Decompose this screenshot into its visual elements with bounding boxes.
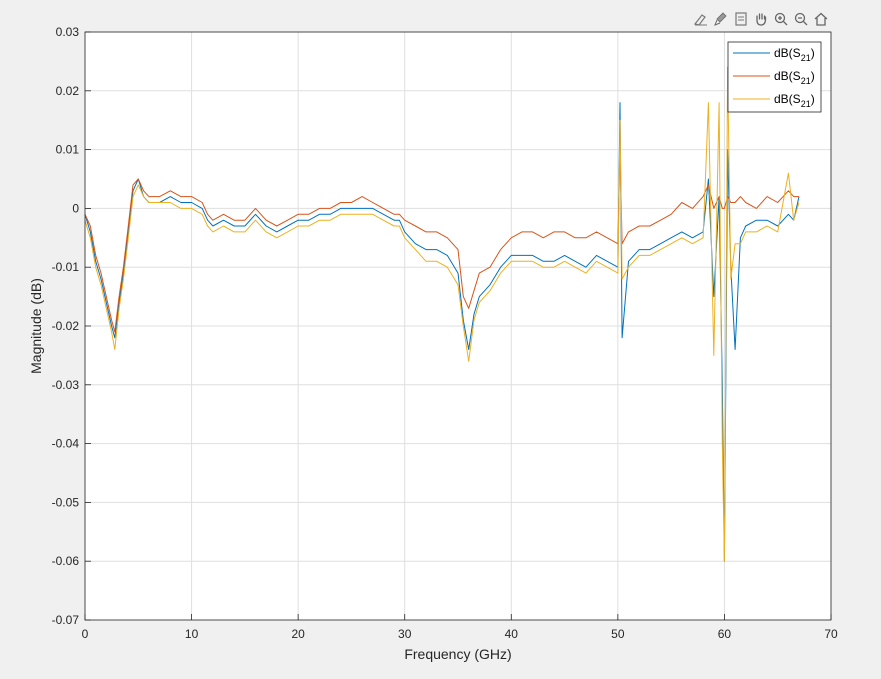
x-tick-label: 30 xyxy=(398,627,412,641)
y-tick-label: -0.06 xyxy=(52,554,80,568)
y-tick-label: 0.01 xyxy=(56,143,80,157)
legend-label-3: dB(S21) xyxy=(774,92,815,109)
x-tick-label: 10 xyxy=(185,627,199,641)
restore-view-icon[interactable] xyxy=(732,10,750,28)
y-tick-label: -0.07 xyxy=(52,613,80,627)
brush-icon[interactable] xyxy=(712,10,730,28)
series-line-3 xyxy=(84,66,800,562)
y-tick-label: -0.04 xyxy=(52,437,80,451)
y-tick-label: 0.02 xyxy=(56,84,80,98)
y-tick-label: -0.05 xyxy=(52,495,80,509)
y-tick-label: 0.03 xyxy=(56,25,80,39)
y-tick-label: -0.01 xyxy=(52,260,80,274)
pan-hand-icon[interactable] xyxy=(752,10,770,28)
series-layer xyxy=(84,66,800,562)
zoom-out-icon[interactable] xyxy=(792,10,810,28)
x-tick-label: 50 xyxy=(611,627,625,641)
data-tips-icon[interactable] xyxy=(692,10,710,28)
y-axis-label: Magnitude (dB) xyxy=(28,278,44,374)
zoom-in-icon[interactable] xyxy=(772,10,790,28)
y-tick-label: -0.02 xyxy=(52,319,80,333)
home-icon[interactable] xyxy=(812,10,830,28)
legend[interactable]: dB(S21) dB(S21) dB(S21) xyxy=(727,41,822,113)
x-tick-label: 60 xyxy=(718,627,732,641)
axes-toolbar xyxy=(692,9,830,29)
legend-box xyxy=(727,41,822,113)
x-axis-label: Frequency (GHz) xyxy=(404,646,511,662)
x-tick-label: 40 xyxy=(505,627,519,641)
x-tick-label: 70 xyxy=(824,627,838,641)
x-ticks: 0 10 20 30 40 50 60 70 xyxy=(82,614,838,641)
legend-label-1: dB(S21) xyxy=(774,46,815,63)
x-tick-label: 0 xyxy=(82,627,89,641)
y-ticks: 0.03 0.02 0.01 0 -0.01 -0.02 -0.03 -0.04 -0.05 -0… xyxy=(52,25,91,627)
legend-label-2: dB(S21) xyxy=(774,69,815,86)
x-tick-label: 20 xyxy=(291,627,305,641)
y-tick-label: -0.03 xyxy=(52,378,80,392)
series-line-2 xyxy=(84,149,799,333)
y-tick-label: 0 xyxy=(72,201,79,215)
